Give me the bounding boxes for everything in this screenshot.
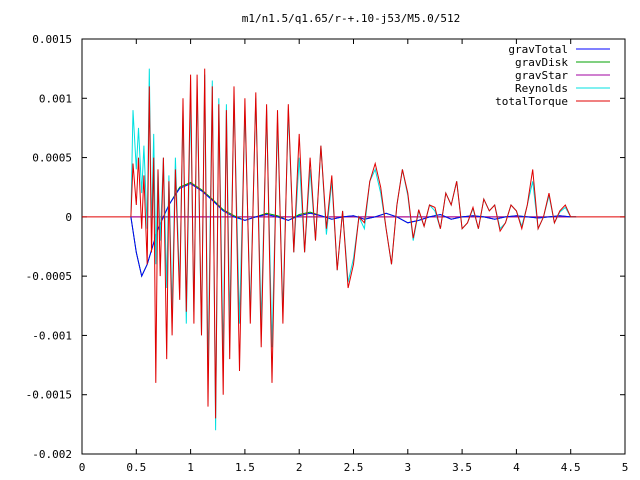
y-tick-label: -0.0005	[26, 270, 72, 283]
y-tick-label: 0.001	[39, 92, 72, 105]
y-tick-label: 0	[65, 211, 72, 224]
y-tick-label: -0.001	[32, 329, 72, 342]
x-tick-label: 0	[79, 461, 86, 474]
x-tick-label: 0.5	[126, 461, 146, 474]
y-tick-label: 0.0015	[32, 33, 72, 46]
x-tick-label: 1	[187, 461, 194, 474]
legend-label-totalTorque: totalTorque	[495, 95, 568, 108]
x-tick-label: 4	[513, 461, 520, 474]
chart-title: m1/n1.5/q1.65/r-+.10-j53/M5.0/512	[242, 12, 461, 25]
x-tick-label: 3	[404, 461, 411, 474]
legend-label-gravStar: gravStar	[515, 69, 568, 82]
y-axis: 0.0015 0.001 0.0005 0 -0.0005 -0.001 -0.0015 -0…	[26, 33, 625, 461]
legend-label-gravDisk: gravDisk	[515, 56, 568, 69]
legend-label-Reynolds: Reynolds	[515, 82, 568, 95]
y-tick-label: -0.0015	[26, 389, 72, 402]
series-group	[130, 68, 577, 431]
series-line-totalTorque	[130, 68, 577, 419]
x-tick-label: 3.5	[452, 461, 472, 474]
x-tick-label: 4.5	[561, 461, 581, 474]
y-tick-label: -0.002	[32, 448, 72, 461]
x-axis: 0 0.5 1 1.5 2 2.5 3 3.5 4 4.5 5	[79, 39, 629, 474]
legend-label-gravTotal: gravTotal	[508, 43, 568, 56]
x-tick-label: 2.5	[344, 461, 364, 474]
legend: gravTotalgravDiskgravStarReynoldstotalTo…	[495, 43, 610, 108]
x-tick-label: 5	[622, 461, 629, 474]
x-tick-label: 1.5	[235, 461, 255, 474]
y-tick-label: 0.0005	[32, 152, 72, 165]
x-tick-label: 2	[296, 461, 303, 474]
